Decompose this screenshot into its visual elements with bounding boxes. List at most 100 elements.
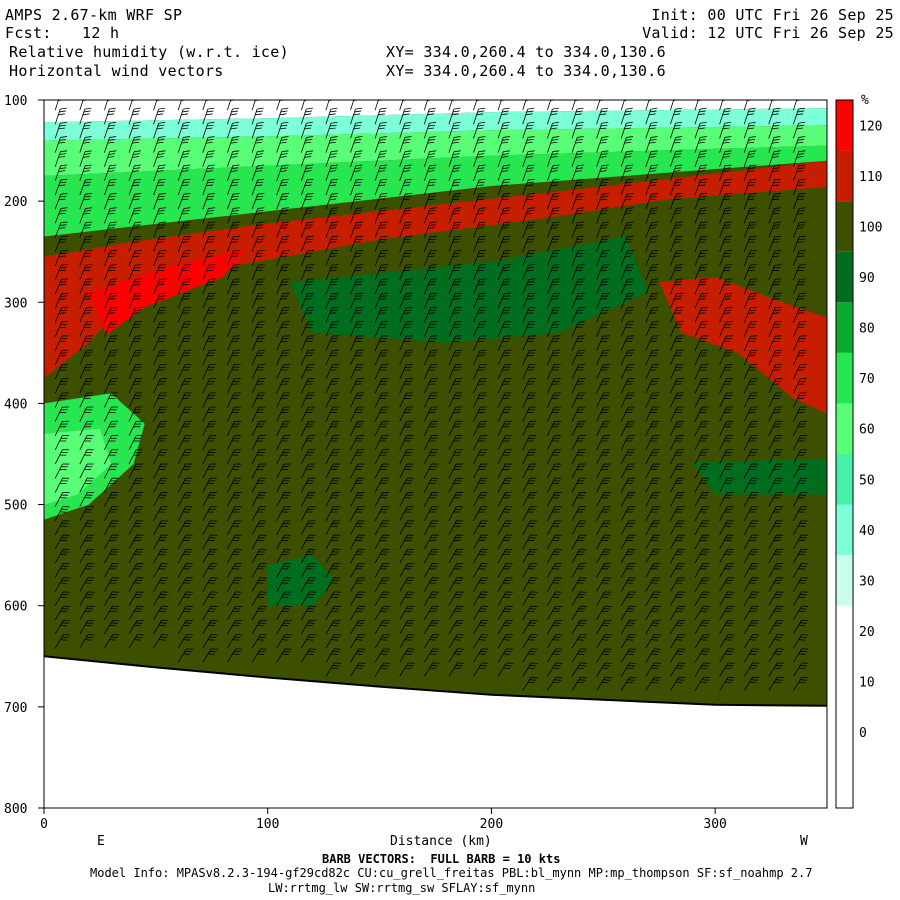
wind-barb [104,463,119,479]
wind-barb [202,164,215,182]
wind-barb [104,121,117,139]
wind-barb [423,520,439,536]
wind-barb [300,107,313,125]
wind-barb [350,278,364,295]
wind-barb [128,292,142,309]
wind-barb [79,221,93,238]
wind-barb [374,193,388,210]
wind-barb [374,235,388,252]
wind-barb [227,278,241,295]
wind-barb [153,548,169,564]
wind-barb [54,207,68,224]
wind-barb [227,563,242,578]
wind-barb [79,321,93,337]
wind-barb [177,264,191,281]
wind-barb [227,591,243,606]
wind-barb [300,548,316,564]
wind-barb [202,107,215,125]
wind-barb [128,548,144,564]
wind-barb [202,648,218,663]
wind-barb [300,392,315,408]
wind-barb [276,349,290,366]
wind-barb [54,136,68,153]
wind-barb [448,193,462,210]
wind-barb [423,221,437,238]
x-end-right-label: W [800,834,808,849]
wind-barb [54,306,69,323]
wind-barb [202,506,218,521]
wind-barb [227,349,241,366]
wind-barb [251,548,267,564]
wind-barb [227,520,242,536]
wind-barb [54,164,68,182]
wind-barb [423,193,437,210]
wind-barb [153,378,168,394]
wind-barb [399,563,415,578]
colorbar-unit: % [861,93,869,108]
wind-barb [251,221,265,238]
wind-barb [79,349,94,366]
wind-barb [153,605,169,621]
wind-barb [276,563,292,578]
wind-barb [79,449,94,465]
wind-barb [202,392,217,408]
wind-barb [276,619,292,635]
wind-barb [423,363,438,380]
wind-barb [300,349,315,366]
wind-barb [300,278,315,295]
wind-barb [79,492,94,507]
wind-barb [325,506,341,521]
wind-barb [448,136,461,153]
wind-barb [300,306,315,323]
y-tick-label: 500 [4,499,27,514]
wind-barb [177,306,192,323]
colorbar-segment [836,706,853,758]
wind-barb [300,264,314,281]
wind-barb [374,321,389,337]
wind-barb [276,235,290,252]
wind-barb [54,634,71,649]
wind-barb [79,577,95,592]
wind-barb [251,363,266,380]
wind-barb [423,235,437,252]
wind-barb [374,150,388,167]
wind-barb [104,591,120,606]
wind-barb [325,335,340,351]
wind-barb [374,548,390,564]
wind-barb [423,292,438,309]
wind-barb [79,150,92,167]
wind-barb [300,605,317,621]
wind-barb [251,264,265,281]
wind-barb [227,506,242,521]
wind-barb [177,619,194,635]
wind-barb [79,107,92,125]
wind-barb [276,292,290,309]
wind-barb [79,506,95,521]
wind-barb [54,605,71,621]
wind-barb [399,235,413,252]
wind-barb [325,349,340,366]
wind-barb [325,207,339,224]
wind-barb [399,662,415,677]
wind-barb [79,363,94,380]
wind-barb [227,548,242,564]
wind-barb [448,363,463,380]
wind-barb [374,406,389,422]
wind-barb [177,449,193,465]
wind-barb [399,292,413,309]
wind-barb [251,520,267,536]
wind-barb [54,492,70,507]
wind-barb [399,221,413,238]
wind-barb [54,591,70,606]
wind-barb [153,534,168,550]
colorbar-label: 50 [859,473,875,488]
wind-barb [104,292,118,309]
wind-barb [423,164,437,182]
wind-barb [104,619,120,635]
wind-barb [153,563,169,578]
wind-barb [300,591,317,606]
wind-barb [79,193,93,210]
wind-barb [79,406,94,422]
wind-barb [325,492,341,507]
wind-barb [276,520,292,536]
